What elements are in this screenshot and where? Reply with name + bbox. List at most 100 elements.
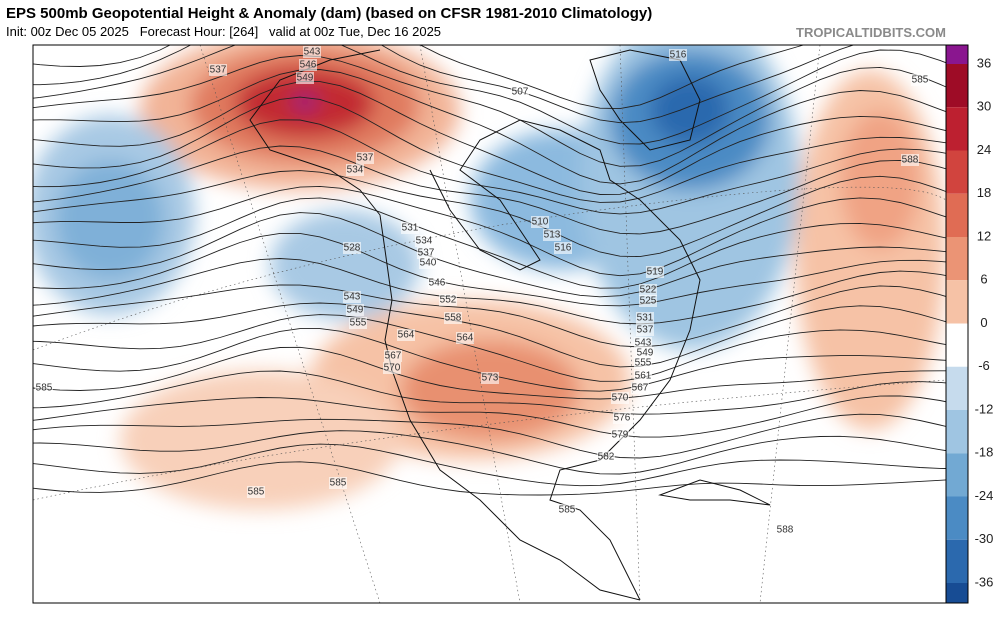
contour-label-bg: [597, 451, 615, 463]
contour-label-bg: [356, 152, 374, 164]
contour-label-bg: [209, 64, 227, 76]
contour-label-bg: [444, 312, 462, 324]
contour-label: 585: [36, 383, 53, 394]
contour-label: 507: [512, 87, 529, 98]
contour-line: [33, 302, 946, 368]
contour-label: 582: [598, 452, 615, 463]
contour-label: 531: [637, 313, 654, 324]
contour-label: 567: [632, 383, 649, 394]
contour-line: [33, 413, 946, 459]
colorbar-label: 0: [980, 315, 987, 330]
colorbar-label: -30: [975, 531, 994, 546]
colorbar-cell: [946, 45, 968, 64]
contour-line: [33, 145, 946, 235]
colorbar-cell: [946, 64, 968, 108]
contour-label-bg: [636, 347, 654, 359]
contour-line: [33, 443, 946, 487]
contour-label: 567: [385, 351, 402, 362]
map: [33, 45, 946, 603]
contour-label: 543: [304, 47, 321, 58]
contour-label: 555: [635, 358, 652, 369]
colorbar-cell: [946, 366, 968, 410]
contour-label: 573: [482, 373, 499, 384]
contour-labels: 5375435465495375345285315345375405435495…: [35, 46, 929, 536]
contour-label: 570: [612, 393, 629, 404]
contour-label-bg: [346, 304, 364, 316]
contour-label-bg: [631, 382, 649, 394]
colorbar-label: -6: [978, 358, 990, 373]
contour-label: 549: [347, 305, 364, 316]
contour-label: 540: [420, 258, 437, 269]
contour-label: 585: [248, 487, 265, 498]
contour-line: [33, 212, 946, 298]
contour-label: 576: [614, 413, 631, 424]
colorbar-label: -12: [975, 401, 994, 416]
contour-line: [33, 45, 946, 145]
contour-label-bg: [299, 59, 317, 71]
contour-line: [33, 185, 946, 277]
contour-label: 579: [612, 430, 629, 441]
colorbar-cell: [946, 280, 968, 324]
colorbar-cell: [946, 410, 968, 454]
contour-line: [33, 69, 946, 185]
colorbar-cell: [946, 107, 968, 151]
contour-label-bg: [554, 242, 572, 254]
contour-label-bg: [776, 524, 794, 536]
contour-label: 549: [297, 73, 314, 84]
contour-label: 537: [210, 65, 227, 76]
colorbar-label: -24: [975, 488, 994, 503]
contour-label: 585: [330, 478, 347, 489]
contour-label-bg: [346, 164, 364, 176]
contour-label-bg: [911, 74, 929, 86]
contour-line: [33, 284, 946, 348]
contour-label-bg: [639, 284, 657, 296]
colorbar-cell: [946, 539, 968, 583]
contour-label-bg: [419, 257, 437, 269]
colorbar-cell: [946, 583, 968, 603]
contour-label: 588: [902, 155, 919, 166]
contour-label: 537: [357, 153, 374, 164]
contour-line: [33, 258, 946, 325]
contour-line: [33, 395, 946, 438]
contour-label-bg: [639, 295, 657, 307]
contour-label-bg: [428, 277, 446, 289]
graticule: [33, 45, 946, 603]
contour-label: 510: [532, 217, 549, 228]
contour-label: 528: [344, 243, 361, 254]
contour-label-bg: [439, 294, 457, 306]
contour-line: [33, 430, 946, 475]
contour-label-bg: [343, 242, 361, 254]
colorbar-cell: [946, 193, 968, 237]
contour-label: 516: [555, 243, 572, 254]
contour-label: 519: [647, 267, 664, 278]
contour-label-bg: [329, 477, 347, 489]
contour-label: 537: [637, 325, 654, 336]
title: EPS 500mb Geopotential Height & Anomaly …: [6, 5, 652, 22]
contour-label: 513: [544, 230, 561, 241]
contour-label-bg: [634, 337, 652, 349]
contour-line: [33, 346, 946, 400]
contour-label: 534: [416, 236, 433, 247]
colorbar: 36 30 24 18 12 6 0 -6 -12 -18 -24 -30 -36: [945, 44, 994, 604]
contour-label-bg: [901, 154, 919, 166]
contour-label-bg: [558, 504, 576, 516]
contour-label-bg: [383, 362, 401, 374]
colorbar-cell: [946, 323, 968, 367]
contour-line: [33, 45, 946, 124]
contour-label-bg: [511, 86, 529, 98]
contour-label-bg: [296, 72, 314, 84]
contour-label: 588: [777, 525, 794, 536]
contour-label: 522: [640, 285, 657, 296]
contour-label: 534: [347, 165, 364, 176]
contour-label: 552: [440, 295, 457, 306]
colorbar-label: 6: [980, 272, 987, 287]
contour-label-bg: [303, 46, 321, 58]
contour-label-bg: [669, 49, 687, 61]
contour-label-bg: [636, 324, 654, 336]
contour-label-bg: [646, 266, 664, 278]
contour-label-bg: [247, 486, 265, 498]
contour-line: [33, 370, 946, 415]
contour-line: [33, 170, 946, 258]
